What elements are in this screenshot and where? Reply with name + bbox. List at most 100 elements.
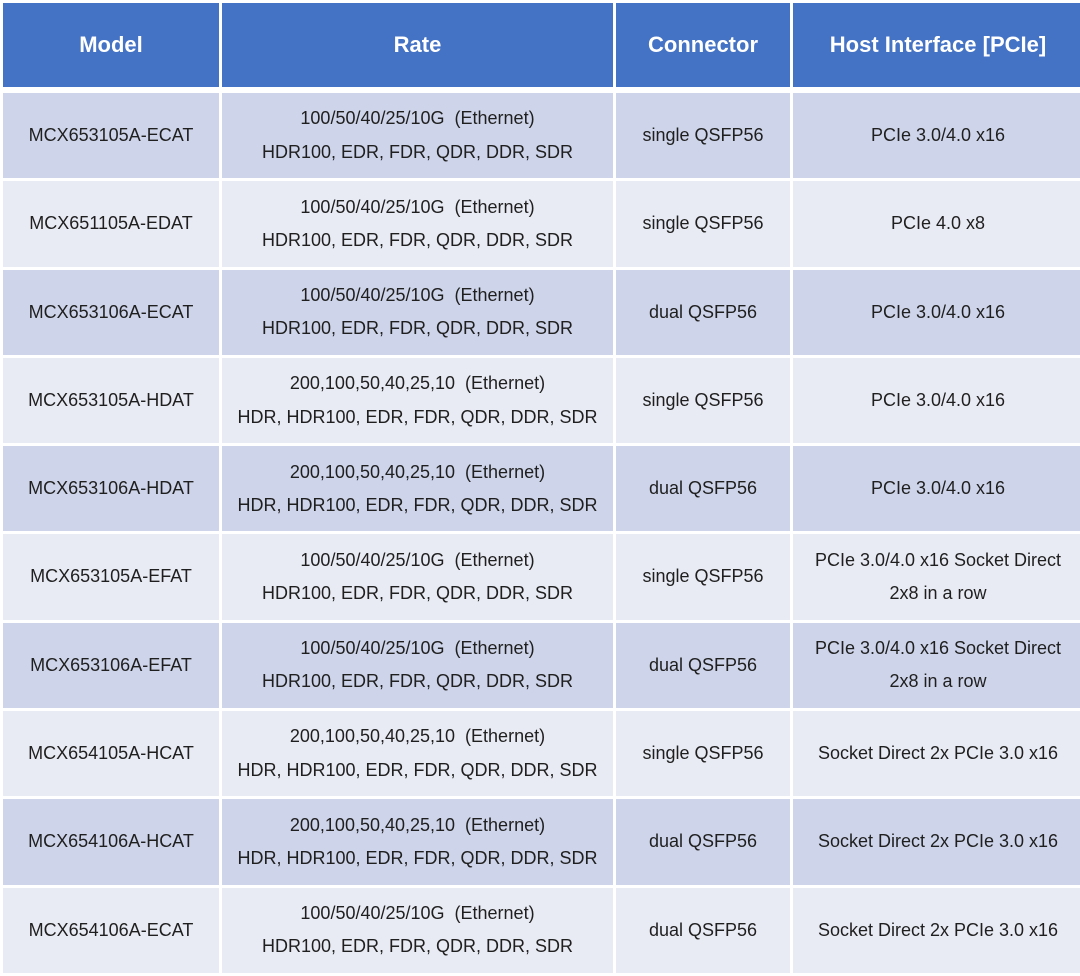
header-row: Model Rate Connector Host Interface [PCI… bbox=[3, 3, 1080, 90]
table-row: MCX653105A-EFAT 100/50/40/25/10G (Etherne… bbox=[3, 534, 1080, 620]
model-text: MCX653106A-HDAT bbox=[28, 478, 194, 499]
cell-connector: dual QSFP56 bbox=[616, 887, 790, 973]
host-interface-line: Socket Direct 2x PCIe 3.0 x16 bbox=[817, 743, 1059, 764]
host-interface-line: PCIe 3.0/4.0 x16 bbox=[870, 301, 1006, 322]
connector-text: dual QSFP56 bbox=[648, 301, 758, 322]
table-row: MCX653105A-HDAT 200,100,50,40,25,10 (Ethe… bbox=[3, 357, 1080, 444]
host-interface-line: Socket Direct 2x PCIe 3.0 x16 bbox=[817, 919, 1059, 940]
host-interface-line: PCIe 4.0 x8 bbox=[890, 213, 986, 234]
cell-connector: dual QSFP56 bbox=[616, 269, 790, 355]
cell-model: MCX653106A-EFAT bbox=[3, 622, 219, 709]
cell-connector: single QSFP56 bbox=[616, 93, 790, 179]
rate-line-1: 100/50/40/25/10G (Ethernet) bbox=[300, 108, 535, 129]
cell-rate: 100/50/40/25/10G (Ethernet) HDR100, EDR, … bbox=[222, 181, 613, 267]
cell-host-interface: PCIe 3.0/4.0 x16 bbox=[793, 269, 1080, 355]
cell-host-interface: PCIe 3.0/4.0 x16 Socket Direct 2x8 in a r… bbox=[793, 534, 1080, 620]
rate-line-2: HDR, HDR100, EDR, FDR, QDR, DDR, SDR bbox=[237, 759, 598, 780]
rate-line-2: HDR, HDR100, EDR, FDR, QDR, DDR, SDR bbox=[237, 494, 598, 515]
host-interface-line: PCIe 3.0/4.0 x16 bbox=[870, 478, 1006, 499]
cell-host-interface: Socket Direct 2x PCIe 3.0 x16 bbox=[793, 799, 1080, 885]
table-row: MCX653106A-HDAT 200,100,50,40,25,10 (Ethe… bbox=[3, 446, 1080, 532]
rate-line-2: HDR, HDR100, EDR, FDR, QDR, DDR, SDR bbox=[237, 848, 598, 869]
connector-text: single QSFP56 bbox=[642, 213, 764, 234]
table-row: MCX653106A-EFAT 100/50/40/25/10G (Etherne… bbox=[3, 622, 1080, 709]
connector-text: single QSFP56 bbox=[642, 389, 764, 410]
rate-line-1: 100/50/40/25/10G (Ethernet) bbox=[300, 903, 535, 924]
cell-rate: 100/50/40/25/10G (Ethernet) HDR100, EDR, … bbox=[222, 534, 613, 620]
table-row: MCX654106A-HCAT 200,100,50,40,25,10 (Ethe… bbox=[3, 799, 1080, 885]
connector-text: dual QSFP56 bbox=[648, 919, 758, 940]
cell-model: MCX654106A-ECAT bbox=[3, 887, 219, 973]
rate-line-1: 100/50/40/25/10G (Ethernet) bbox=[300, 284, 535, 305]
rate-line-1: 200,100,50,40,25,10 (Ethernet) bbox=[289, 461, 546, 482]
column-header-connector: Connector bbox=[616, 3, 790, 90]
cell-connector: single QSFP56 bbox=[616, 711, 790, 797]
rate-line-2: HDR100, EDR, FDR, QDR, DDR, SDR bbox=[261, 583, 574, 604]
connector-text: single QSFP56 bbox=[642, 125, 764, 145]
rate-line-2: HDR100, EDR, FDR, QDR, DDR, SDR bbox=[261, 318, 574, 339]
rate-line-1: 200,100,50,40,25,10 (Ethernet) bbox=[289, 373, 546, 394]
cell-model: MCX653106A-ECAT bbox=[3, 269, 219, 355]
cell-model: MCX651105A-EDAT bbox=[3, 181, 219, 267]
rate-line-1: 100/50/40/25/10G (Ethernet) bbox=[300, 638, 535, 659]
cell-host-interface: PCIe 3.0/4.0 x16 bbox=[793, 357, 1080, 444]
rate-line-2: HDR100, EDR, FDR, QDR, DDR, SDR bbox=[261, 229, 574, 250]
cell-host-interface: PCIe 3.0/4.0 x16 bbox=[793, 446, 1080, 532]
spec-table-body: MCX653105A-ECAT 100/50/40/25/10G (Etherne… bbox=[3, 93, 1080, 973]
table-row: MCX654105A-HCAT 200,100,50,40,25,10 (Ethe… bbox=[3, 711, 1080, 797]
model-text: MCX653106A-ECAT bbox=[28, 301, 194, 322]
cell-rate: 200,100,50,40,25,10 (Ethernet) HDR, HDR10… bbox=[222, 357, 613, 444]
cell-model: MCX653105A-EFAT bbox=[3, 534, 219, 620]
cell-connector: single QSFP56 bbox=[616, 534, 790, 620]
cell-connector: single QSFP56 bbox=[616, 357, 790, 444]
table-row: MCX651105A-EDAT 100/50/40/25/10G (Etherne… bbox=[3, 181, 1080, 267]
host-interface-line: 2x8 in a row bbox=[889, 671, 987, 692]
cell-host-interface: PCIe 4.0 x8 bbox=[793, 181, 1080, 267]
cell-model: MCX654106A-HCAT bbox=[3, 799, 219, 885]
model-text: MCX653105A-EFAT bbox=[30, 566, 192, 587]
cell-rate: 200,100,50,40,25,10 (Ethernet) HDR, HDR10… bbox=[222, 446, 613, 532]
cell-host-interface: PCIe 3.0/4.0 x16 bbox=[793, 93, 1080, 179]
cell-model: MCX653105A-ECAT bbox=[3, 93, 219, 179]
model-text: MCX651105A-EDAT bbox=[29, 213, 193, 234]
rate-line-2: HDR100, EDR, FDR, QDR, DDR, SDR bbox=[261, 671, 574, 692]
host-interface-line: 2x8 in a row bbox=[889, 583, 987, 604]
connector-text: single QSFP56 bbox=[642, 743, 764, 764]
cell-connector: single QSFP56 bbox=[616, 181, 790, 267]
cell-rate: 200,100,50,40,25,10 (Ethernet) HDR, HDR10… bbox=[222, 799, 613, 885]
model-text: MCX654106A-ECAT bbox=[28, 919, 194, 940]
connector-text: dual QSFP56 bbox=[648, 654, 758, 675]
cell-model: MCX654105A-HCAT bbox=[3, 711, 219, 797]
cell-connector: dual QSFP56 bbox=[616, 799, 790, 885]
model-text: MCX653106A-EFAT bbox=[30, 654, 192, 675]
cell-host-interface: Socket Direct 2x PCIe 3.0 x16 bbox=[793, 711, 1080, 797]
cell-host-interface: PCIe 3.0/4.0 x16 Socket Direct 2x8 in a r… bbox=[793, 622, 1080, 709]
table-row: MCX654106A-ECAT 100/50/40/25/10G (Etherne… bbox=[3, 887, 1080, 973]
rate-line-1: 200,100,50,40,25,10 (Ethernet) bbox=[289, 726, 546, 747]
model-text: MCX654106A-HCAT bbox=[28, 831, 194, 852]
rate-line-1: 100/50/40/25/10G (Ethernet) bbox=[300, 196, 535, 217]
rate-line-1: 200,100,50,40,25,10 (Ethernet) bbox=[289, 814, 546, 835]
host-interface-line: PCIe 3.0/4.0 x16 Socket Direct bbox=[814, 549, 1062, 570]
cell-rate: 200,100,50,40,25,10 (Ethernet) HDR, HDR10… bbox=[222, 711, 613, 797]
host-interface-line: Socket Direct 2x PCIe 3.0 x16 bbox=[817, 831, 1059, 852]
connector-text: dual QSFP56 bbox=[648, 478, 758, 499]
cell-rate: 100/50/40/25/10G (Ethernet) HDR100, EDR, … bbox=[222, 622, 613, 709]
cell-rate: 100/50/40/25/10G (Ethernet) HDR100, EDR, … bbox=[222, 93, 613, 179]
table-row: MCX653106A-ECAT 100/50/40/25/10G (Etherne… bbox=[3, 269, 1080, 355]
cell-host-interface: Socket Direct 2x PCIe 3.0 x16 bbox=[793, 887, 1080, 973]
column-header-host-interface: Host Interface [PCIe] bbox=[793, 3, 1080, 90]
rate-line-1: 100/50/40/25/10G (Ethernet) bbox=[300, 549, 535, 570]
connector-text: single QSFP56 bbox=[642, 566, 764, 587]
host-interface-line: PCIe 3.0/4.0 x16 bbox=[870, 389, 1006, 410]
cell-rate: 100/50/40/25/10G (Ethernet) HDR100, EDR, … bbox=[222, 269, 613, 355]
host-interface-line: PCIe 3.0/4.0 x16 Socket Direct bbox=[814, 638, 1062, 659]
cell-model: MCX653106A-HDAT bbox=[3, 446, 219, 532]
connector-text: dual QSFP56 bbox=[648, 831, 758, 852]
spec-table-header: Model Rate Connector Host Interface [PCI… bbox=[3, 3, 1080, 90]
column-header-rate: Rate bbox=[222, 3, 613, 90]
host-interface-line: PCIe 3.0/4.0 x16 bbox=[870, 125, 1006, 145]
rate-line-2: HDR, HDR100, EDR, FDR, QDR, DDR, SDR bbox=[237, 406, 598, 427]
